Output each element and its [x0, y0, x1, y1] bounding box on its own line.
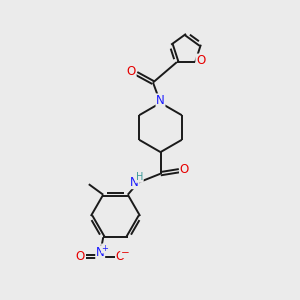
Text: N: N — [130, 176, 139, 189]
Text: O: O — [196, 54, 205, 67]
Text: O: O — [76, 250, 85, 263]
Text: −: − — [121, 248, 130, 258]
Text: N: N — [96, 246, 105, 260]
Text: O: O — [180, 163, 189, 176]
Text: H: H — [136, 172, 143, 182]
Text: O: O — [116, 250, 125, 263]
Text: O: O — [127, 65, 136, 78]
Text: +: + — [102, 244, 108, 253]
Text: N: N — [156, 94, 165, 107]
